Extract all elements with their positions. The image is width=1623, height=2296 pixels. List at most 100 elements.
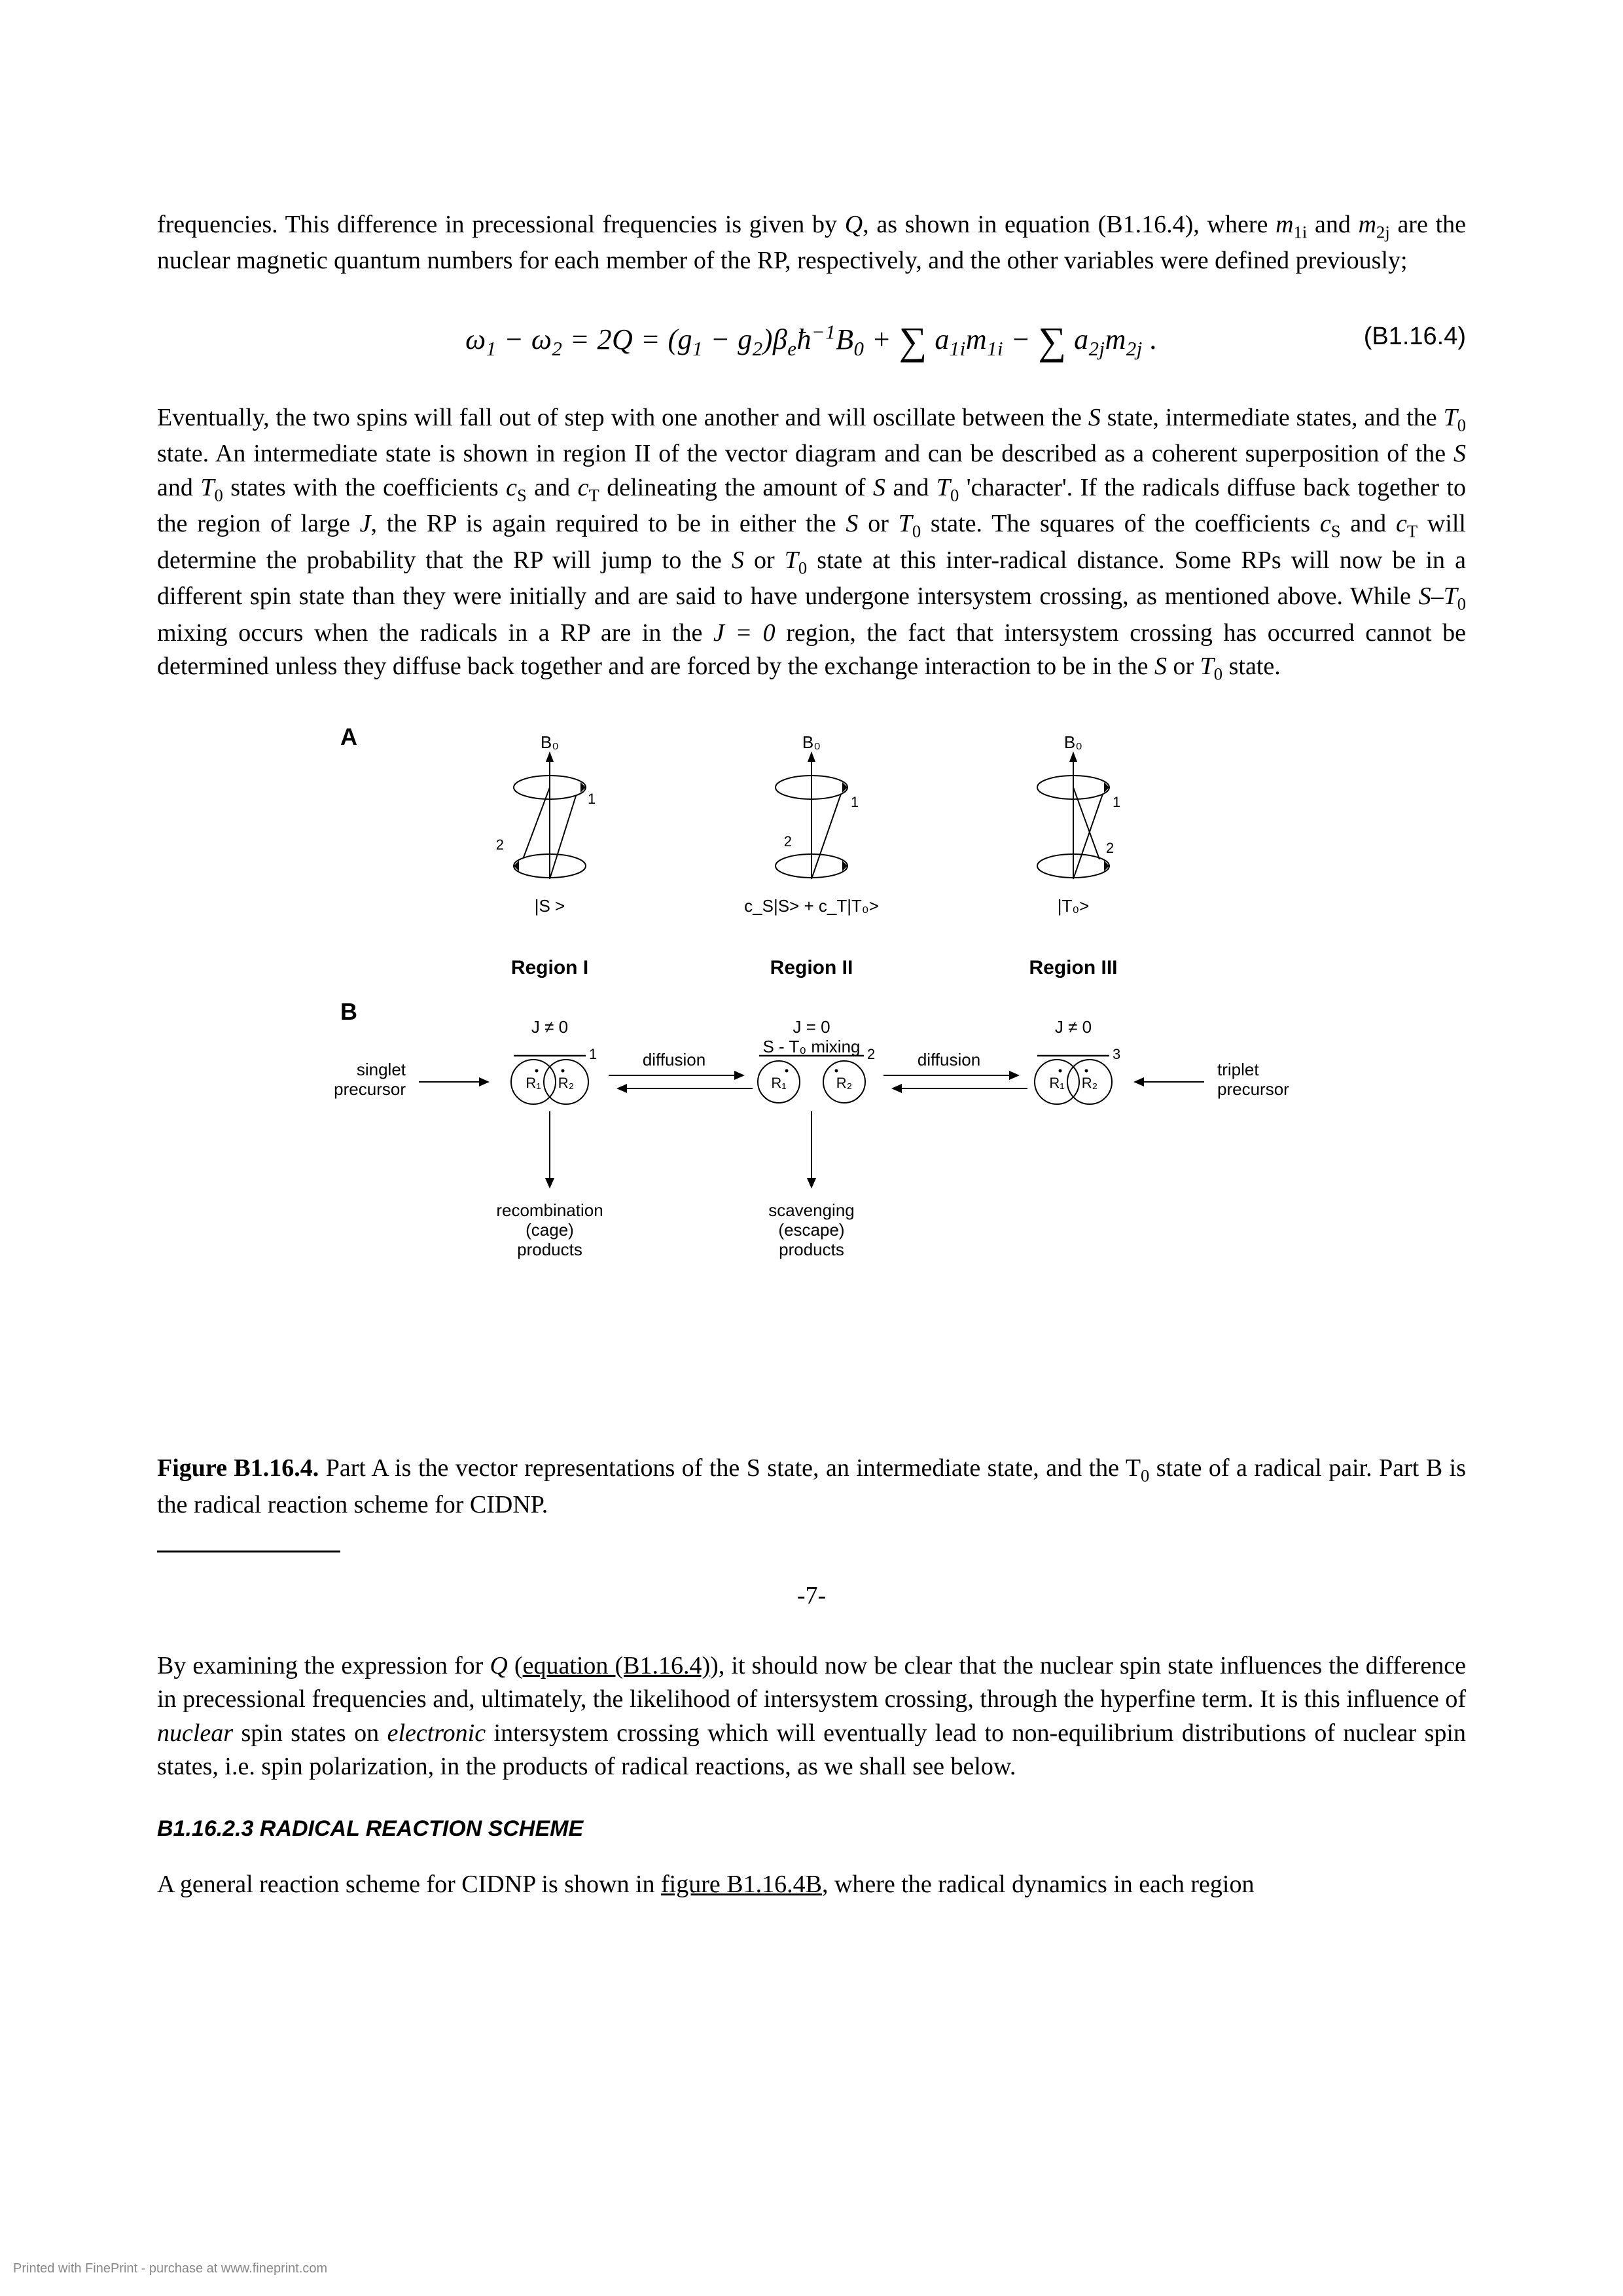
var-J0: J = 0 [713,619,776,647]
sub: 0 [912,522,921,541]
J-left: J ≠ 0 [531,1017,568,1037]
var-S: S [747,1454,760,1482]
var-S: S [1154,653,1167,680]
section-heading: B1.16.2.3 RADICAL REACTION SCHEME [157,1816,1466,1842]
sub: S [1331,522,1341,541]
var-cS: c [506,474,517,501]
sub: 0 [1457,594,1466,614]
triplet-prec-1: triplet [1217,1060,1259,1079]
paragraph-detail: Eventually, the two spins will fall out … [157,401,1466,687]
R1: R₁ [771,1075,786,1091]
var-T: T [1200,653,1214,680]
var-S: S [1454,440,1466,467]
var-cS: c [1320,510,1331,537]
text: states with the coefficients [223,474,506,501]
em-nuclear: nuclear [157,1719,233,1747]
sub: 0 [950,485,959,505]
bar-num-2: 2 [867,1046,875,1062]
J-right: J ≠ 0 [1055,1017,1092,1037]
text: and [1340,510,1395,537]
var-Q: Q [845,211,863,238]
var-cT: c [1396,510,1407,537]
R1: R₁ [1049,1075,1064,1091]
bar-num-1: 1 [589,1046,597,1062]
sub: 0 [1141,1466,1149,1486]
var-T: T [785,547,798,574]
label-A: A [340,723,357,750]
region1-label: Region I [511,957,588,978]
text: , the RP is again required to be in eith… [370,510,846,537]
fig-label: Figure B1.16.4. [157,1454,319,1482]
bar-num-3: 3 [1113,1046,1120,1062]
num-1: 1 [851,794,859,810]
num-2: 2 [1106,840,1114,856]
sub: T [1407,522,1418,541]
vector-diagram-3: B₀ 1 2 |T₀> [1037,732,1120,916]
sub: 0 [214,485,223,505]
J-mid: J = 0 [793,1017,830,1037]
label-B: B [340,998,357,1025]
text: and [1307,211,1358,238]
R1: R₁ [526,1075,541,1091]
text: state. The squares of the coefficients [921,510,1320,537]
recomb-2: (cage) [526,1220,574,1240]
R2: R₂ [836,1075,852,1091]
singlet-prec-1: singlet [357,1060,406,1079]
text: frequencies. This difference in precessi… [157,211,845,238]
text: , where the radical dynamics in each reg… [822,1871,1255,1898]
text: A general reaction scheme for CIDNP is s… [157,1871,661,1898]
em-electronic: electronic [387,1719,486,1747]
var-T: T [1444,404,1457,431]
link-figure[interactable]: figure B1.16.4B [661,1871,822,1898]
diffusion-1: diffusion [643,1050,705,1069]
num-1: 1 [1113,794,1120,810]
sub: 0 [1457,415,1466,435]
figure-b1-16-4: A B₀ 1 2 |S > B₀ [255,712,1368,1432]
var-S: S [846,510,858,537]
scav-3: products [779,1240,844,1259]
vector-diagram-2: B₀ 1 2 c_S|S> + c_T|T₀> [744,732,879,916]
var-T: T [936,474,950,501]
text: Part A is the vector representations of … [319,1454,746,1482]
var-T: T [899,510,912,537]
text: state, an intermediate state, and the [760,1454,1126,1482]
divider [157,1551,340,1552]
text: , as shown in equation (B1.16.4), where [863,211,1275,238]
scav-2: (escape) [778,1220,844,1240]
scav-1: scavenging [768,1200,855,1220]
sub: 1i [1294,223,1308,242]
radical-pair-3: 3 R₁ R₂ [1035,1046,1120,1104]
region3-label: Region III [1029,957,1118,978]
singlet-prec-2: precursor [334,1079,406,1099]
B0-label: B₀ [1064,732,1082,752]
paragraph-Q: By examining the expression for Q (equat… [157,1649,1466,1784]
text: mixing occurs when the radicals in a RP … [157,619,713,647]
var-m1i: m [1275,211,1293,238]
link-equation[interactable]: equation (B1.16.4) [523,1652,711,1679]
var-S: S [1088,404,1101,431]
region2-label: Region II [770,957,853,978]
var-cT: c [578,474,589,501]
text: delineating the amount of [599,474,873,501]
var-J: J [360,510,371,537]
page-number: -7- [157,1581,1466,1610]
recomb-1: recombination [496,1200,603,1220]
text: or [858,510,898,537]
equation: ω1 − ω2 = 2Q = (g1 − g2)βeħ−1B0 + ∑ a1im… [465,314,1158,361]
var-T: T [200,474,214,501]
var-m2j: m [1359,211,1376,238]
diffusion-2: diffusion [918,1050,980,1069]
sub: S [517,485,527,505]
triplet-prec-2: precursor [1217,1079,1289,1099]
text: state, intermediate states, and the [1101,404,1444,431]
text: spin states on [233,1719,387,1747]
var-S: S [873,474,885,501]
equation-row: ω1 − ω2 = 2Q = (g1 − g2)βeħ−1B0 + ∑ a1im… [157,304,1466,370]
B0-label: B₀ [541,732,559,752]
var-S: S [732,547,744,574]
ST0-mix: S - T₀ mixing [762,1037,860,1056]
paragraph-intro: frequencies. This difference in precessi… [157,208,1466,278]
vector-diagram-1: B₀ 1 2 |S > [496,732,596,916]
R2: R₂ [1082,1075,1097,1091]
text: state. [1222,653,1281,680]
